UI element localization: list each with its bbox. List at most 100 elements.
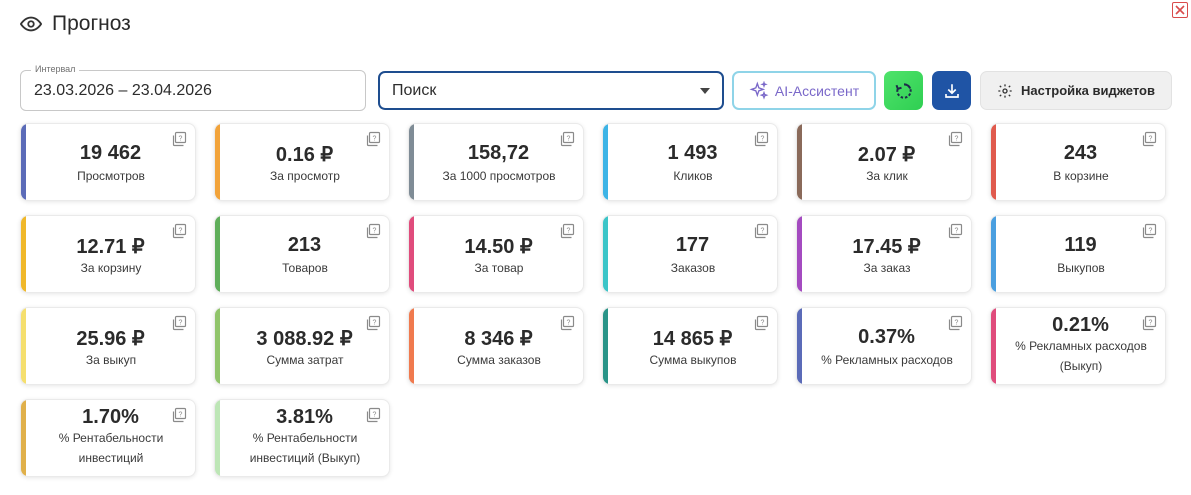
metric-card: 177 Заказов? [602,215,778,293]
metric-label: Выкупов [1057,261,1105,275]
metric-card: 0.16 ₽ За просмотр? [214,123,390,201]
info-copy-icon[interactable]: ? [365,407,381,423]
svg-text:?: ? [373,320,377,327]
metric-card: 12.71 ₽ За корзину? [20,215,196,293]
download-button[interactable] [932,71,971,110]
metric-value: 213 [287,234,322,256]
info-copy-icon[interactable]: ? [171,315,187,331]
metric-card: 14.50 ₽ За товар? [408,215,584,293]
svg-text:?: ? [373,412,377,419]
info-copy-icon[interactable]: ? [559,223,575,239]
metric-value: 3 088.92 ₽ [256,328,353,350]
card-color-bar [215,216,220,292]
info-copy-icon[interactable]: ? [1141,223,1157,239]
info-copy-icon[interactable]: ? [753,131,769,147]
info-copy-icon[interactable]: ? [365,315,381,331]
interval-field[interactable]: Интервал 23.03.2026 – 23.04.2026 [20,64,366,111]
card-color-bar [21,400,26,476]
page-header: Прогноз [20,10,131,38]
card-color-bar [21,124,26,200]
metric-value: 14 865 ₽ [652,328,733,350]
card-color-bar [215,308,220,384]
metric-label: За заказ [863,261,911,275]
card-color-bar [991,124,996,200]
close-button[interactable] [1172,2,1188,18]
card-color-bar [991,216,996,292]
card-color-bar [797,124,802,200]
svg-text:?: ? [567,136,571,143]
metric-label: % Рекламных расходов [821,353,953,367]
info-copy-icon[interactable]: ? [559,131,575,147]
metric-label: Товаров [282,261,328,275]
info-copy-icon[interactable]: ? [171,223,187,239]
metric-label: В корзине [1053,169,1109,183]
svg-text:?: ? [567,320,571,327]
svg-text:?: ? [761,228,765,235]
metric-card: 119 Выкупов? [990,215,1166,293]
metric-value: 177 [675,234,710,256]
info-copy-icon[interactable]: ? [365,131,381,147]
refresh-button[interactable] [884,71,923,110]
metric-card: 19 462 Просмотров? [20,123,196,201]
card-color-bar [797,216,802,292]
metric-value: 243 [1063,142,1098,164]
metric-value: 25.96 ₽ [76,328,145,350]
metric-card: 2.07 ₽ За клик? [796,123,972,201]
metric-card: 0.37% % Рекламных расходов? [796,307,972,385]
metric-label: За выкуп [85,353,137,367]
metric-card: 0.21% % Рекламных расходов (Выкуп)? [990,307,1166,385]
svg-text:?: ? [955,228,959,235]
svg-text:?: ? [1149,228,1153,235]
metric-label: Просмотров [77,169,145,183]
info-copy-icon[interactable]: ? [365,223,381,239]
metric-value: 8 346 ₽ [464,328,533,350]
info-copy-icon[interactable]: ? [947,315,963,331]
page-title: Прогноз [52,12,131,35]
info-copy-icon[interactable]: ? [559,315,575,331]
eye-icon [20,13,42,35]
svg-text:?: ? [761,136,765,143]
card-color-bar [215,124,220,200]
metric-card: 158,72 За 1000 просмотров? [408,123,584,201]
card-color-bar [21,216,26,292]
metric-value: 12.71 ₽ [76,236,145,258]
metric-card: 14 865 ₽ Сумма выкупов? [602,307,778,385]
info-copy-icon[interactable]: ? [1141,131,1157,147]
card-color-bar [603,124,608,200]
info-copy-icon[interactable]: ? [753,223,769,239]
info-copy-icon[interactable]: ? [947,223,963,239]
card-color-bar [409,308,414,384]
card-color-bar [21,308,26,384]
metric-label: Кликов [673,169,713,183]
download-icon [944,83,959,98]
close-icon [1175,5,1185,15]
svg-text:?: ? [567,228,571,235]
card-color-bar [409,124,414,200]
info-copy-icon[interactable]: ? [1141,315,1157,331]
info-copy-icon[interactable]: ? [947,131,963,147]
search-select[interactable]: Поиск [378,71,724,110]
metric-value: 14.50 ₽ [464,236,533,258]
card-color-bar [215,400,220,476]
metric-label: Сумма выкупов [649,353,737,367]
svg-text:?: ? [1149,320,1153,327]
refresh-icon [895,82,912,99]
info-copy-icon[interactable]: ? [171,131,187,147]
info-copy-icon[interactable]: ? [753,315,769,331]
metric-value: 3.81% [276,406,333,428]
metric-value: 19 462 [79,142,142,164]
card-color-bar [797,308,802,384]
gear-icon [998,83,1012,98]
metric-value: 1 493 [667,142,718,164]
card-color-bar [603,216,608,292]
metric-card: 213 Товаров? [214,215,390,293]
ai-assistant-button[interactable]: AI-Ассистент [732,71,876,110]
metric-label: За просмотр [270,169,340,183]
widget-settings-button[interactable]: Настройка виджетов [980,71,1172,110]
interval-label: Интервал [31,64,80,74]
info-copy-icon[interactable]: ? [171,407,187,423]
metric-label: Заказов [670,261,716,275]
svg-text:?: ? [179,228,183,235]
metric-card: 8 346 ₽ Сумма заказов? [408,307,584,385]
search-value: Поиск [392,81,437,99]
